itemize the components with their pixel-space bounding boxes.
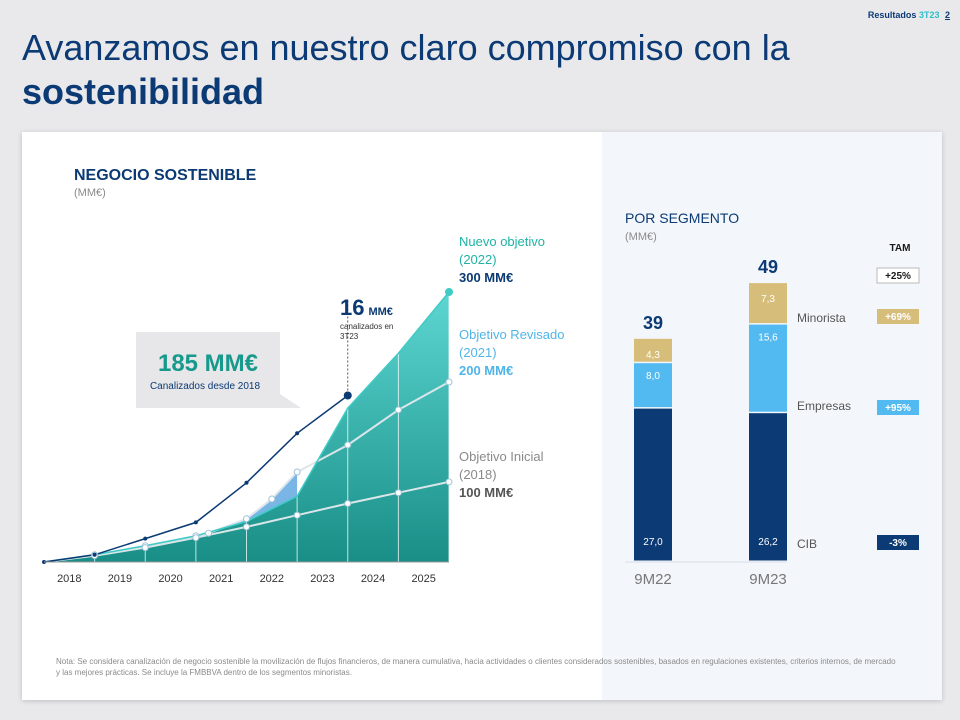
point-objetivo-inicial xyxy=(344,500,352,507)
bar-empresas xyxy=(634,363,672,408)
tam-badge-text: +95% xyxy=(885,403,911,414)
point-canalizado xyxy=(193,520,198,525)
segment-label: Minorista xyxy=(797,311,846,325)
charts-canvas: NEGOCIO SOSTENIBLE (MM€) 2018 2019 2020 2021 2… xyxy=(42,167,920,588)
x-tick-label: 2019 xyxy=(108,573,132,585)
tam-badge xyxy=(876,267,920,284)
header-period: 3T23 xyxy=(918,10,940,20)
point-canalizado xyxy=(143,536,148,541)
footnote: Nota: Se considera canalización de negoc… xyxy=(56,657,896,677)
point-nuevo-objetivo-end xyxy=(445,288,453,296)
bar-minorista xyxy=(749,283,787,324)
annotation-q-value: 16 MM€ xyxy=(340,295,393,320)
page-title: Avanzamos en nuestro claro compromiso co… xyxy=(22,26,790,114)
bar-value-label: 4,3 xyxy=(646,350,660,361)
point-objetivo-revisado xyxy=(293,468,301,476)
point-objetivo-inicial xyxy=(192,534,200,542)
left-heading: NEGOCIO SOSTENIBLE xyxy=(74,167,257,184)
target-label-title: Objetivo Inicial xyxy=(459,449,544,464)
target-label-year: (2022) xyxy=(459,252,497,267)
title-line-1: Avanzamos en nuestro claro compromiso co… xyxy=(22,27,790,68)
point-canalizado-3t23 xyxy=(343,391,352,400)
bar-value-label: 8,0 xyxy=(646,371,660,382)
point-canalizado xyxy=(244,480,249,485)
target-label-title: Objetivo Revisado xyxy=(459,327,565,342)
point-objetivo-revisado xyxy=(394,406,402,414)
tam-badge xyxy=(877,309,919,324)
x-tick-label: 2021 xyxy=(209,573,233,585)
target-label-amount: 100 MM€ xyxy=(459,485,513,500)
x-tick-label: 2022 xyxy=(260,573,284,585)
bar-total-label: 39 xyxy=(643,313,663,333)
x-tick-label: 2020 xyxy=(158,573,182,585)
point-objetivo-inicial xyxy=(394,489,402,497)
tam-badge-text: +69% xyxy=(885,312,911,323)
segment-label: Empresas xyxy=(797,399,851,413)
target-label-title: Nuevo objetivo xyxy=(459,234,545,249)
left-unit: (MM€) xyxy=(74,187,106,199)
right-heading: POR SEGMENTO xyxy=(625,210,739,226)
point-objetivo-inicial xyxy=(141,544,149,552)
annotation-q-unit: MM€ xyxy=(368,306,392,318)
point-canalizado xyxy=(295,431,300,436)
page-number: 2 xyxy=(944,10,950,20)
x-tick-label: 2024 xyxy=(361,573,385,585)
tam-heading: TAM xyxy=(890,243,911,254)
bar-total-label: 49 xyxy=(758,257,778,277)
bar-value-label: 7,3 xyxy=(761,294,775,305)
x-tick-label: 2023 xyxy=(310,573,334,585)
point-objetivo-revisado xyxy=(268,495,276,503)
header-label: Resultados xyxy=(867,10,917,20)
point-objetivo-revisado xyxy=(344,441,352,449)
right-unit: (MM€) xyxy=(625,231,657,243)
callout-value: 185 MM€ xyxy=(158,350,258,377)
point-canalizado xyxy=(92,552,97,557)
title-line-2: sostenibilidad xyxy=(22,71,265,112)
target-label-amount: 300 MM€ xyxy=(459,270,513,285)
header-bar: Resultados 3T23 2 xyxy=(868,10,950,20)
point-objetivo-inicial xyxy=(293,511,301,519)
bar-value-label: 26,2 xyxy=(758,537,778,548)
callout-sub: Canalizados desde 2018 xyxy=(150,381,261,392)
bar-value-label: 15,6 xyxy=(758,333,778,344)
bar-minorista xyxy=(634,338,672,362)
target-label-year: (2018) xyxy=(459,467,497,482)
bar-cib xyxy=(749,413,787,561)
point-objetivo-revisado xyxy=(243,515,250,523)
target-label-amount: 200 MM€ xyxy=(459,363,513,378)
point-objetivo-inicial xyxy=(243,523,250,531)
annotation-q-sub1: canalizados en xyxy=(340,322,393,331)
x-tick-label: 2025 xyxy=(411,573,435,585)
x-tick-label: 2018 xyxy=(57,573,81,585)
callout-box xyxy=(136,332,301,408)
tam-badge-text: -3% xyxy=(889,538,907,549)
content-card: NEGOCIO SOSTENIBLE (MM€) 2018 2019 2020 2021 2… xyxy=(22,132,942,700)
segment-label: CIB xyxy=(797,537,817,551)
tam-badge xyxy=(877,400,919,415)
tam-badge-text: +25% xyxy=(885,271,911,282)
bar-empresas xyxy=(749,324,787,412)
point-objetivo-revisado xyxy=(205,529,213,537)
bar-category-label: 9M23 xyxy=(749,571,787,588)
bar-value-label: 27,0 xyxy=(643,537,663,548)
bar-category-label: 9M22 xyxy=(634,571,672,588)
target-label-year: (2021) xyxy=(459,345,497,360)
point-objetivo-revisado xyxy=(445,378,453,386)
bar-cib xyxy=(634,408,672,561)
tam-badge xyxy=(877,535,919,550)
point-objetivo-inicial xyxy=(445,478,453,486)
annotation-q-sub2: 3T23 xyxy=(340,332,359,341)
